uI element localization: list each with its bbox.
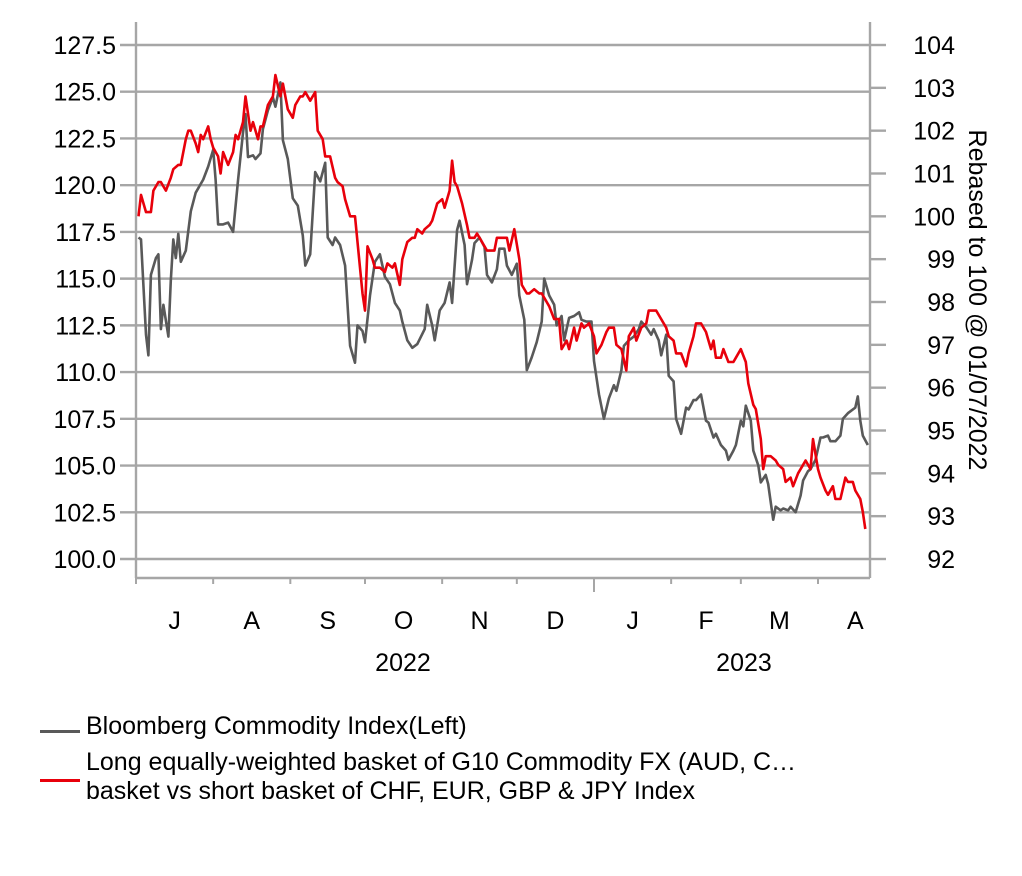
legend-swatch-bcom <box>40 730 80 733</box>
series-line-fx-basket <box>137 73 867 530</box>
x-month-label: M <box>769 607 790 635</box>
x-month-label: A <box>243 607 260 635</box>
right-axis-title: Rebased to 100 @ 01/07/2022 <box>963 130 991 471</box>
left-tick-label: 125.0 <box>53 79 116 107</box>
right-tick-label: 95 <box>927 418 955 446</box>
legend: Bloomberg Commodity Index(Left) Long equ… <box>40 712 1020 806</box>
tick-labels: 100.0 102.5 105.0 107.5 110.0 112.5 115.0 117.5… <box>53 32 955 677</box>
left-tick-label: 112.5 <box>55 312 116 340</box>
right-tick-label: 100 <box>913 203 955 231</box>
right-tick-label: 92 <box>927 546 955 574</box>
legend-item-bcom[interactable]: Bloomberg Commodity Index(Left) <box>40 712 1020 741</box>
legend-label-bcom: Bloomberg Commodity Index(Left) <box>86 712 467 740</box>
right-tick-label: 98 <box>927 289 955 317</box>
left-tick-label: 105.0 <box>53 453 116 481</box>
left-tick-label: 102.5 <box>53 499 116 527</box>
right-tick-label: 104 <box>913 32 955 60</box>
right-tick-label: 101 <box>913 161 955 189</box>
x-year-label: 2023 <box>716 649 772 677</box>
right-tick-label: 94 <box>927 460 955 488</box>
x-month-label: J <box>626 607 639 635</box>
x-month-label: A <box>847 607 864 635</box>
x-month-label: S <box>319 607 336 635</box>
axes <box>134 22 886 592</box>
left-tick-label: 120.0 <box>53 172 116 200</box>
gridlines <box>120 43 870 561</box>
chart: 100.0 102.5 105.0 107.5 110.0 112.5 115.0 117.5… <box>53 22 991 677</box>
left-tick-label: 122.5 <box>53 125 116 153</box>
left-tick-label: 100.0 <box>53 546 116 574</box>
x-month-label: N <box>470 607 488 635</box>
right-tick-label: 103 <box>913 75 955 103</box>
legend-swatch-fx-basket <box>40 779 80 782</box>
right-tick-label: 99 <box>927 246 955 274</box>
x-month-label: O <box>394 607 413 635</box>
x-year-label: 2022 <box>375 649 431 677</box>
x-month-label: D <box>546 607 564 635</box>
x-month-label: J <box>168 607 181 635</box>
left-tick-label: 107.5 <box>53 406 116 434</box>
right-tick-label: 97 <box>927 332 955 360</box>
legend-label-fx-basket: Long equally-weighted basket of G10 Comm… <box>86 748 797 805</box>
right-tick-label: 96 <box>927 375 955 403</box>
left-tick-label: 110.0 <box>55 359 116 387</box>
right-tick-label: 102 <box>913 118 955 146</box>
x-month-label: F <box>698 607 713 635</box>
left-tick-label: 115.0 <box>55 266 116 294</box>
left-tick-label: 117.5 <box>55 219 116 247</box>
right-tick-label: 93 <box>927 503 955 531</box>
series <box>137 73 869 530</box>
legend-item-fx-basket[interactable]: Long equally-weighted basket of G10 Comm… <box>40 748 1020 806</box>
series-line-bcom <box>137 81 869 521</box>
left-tick-label: 127.5 <box>53 32 116 60</box>
